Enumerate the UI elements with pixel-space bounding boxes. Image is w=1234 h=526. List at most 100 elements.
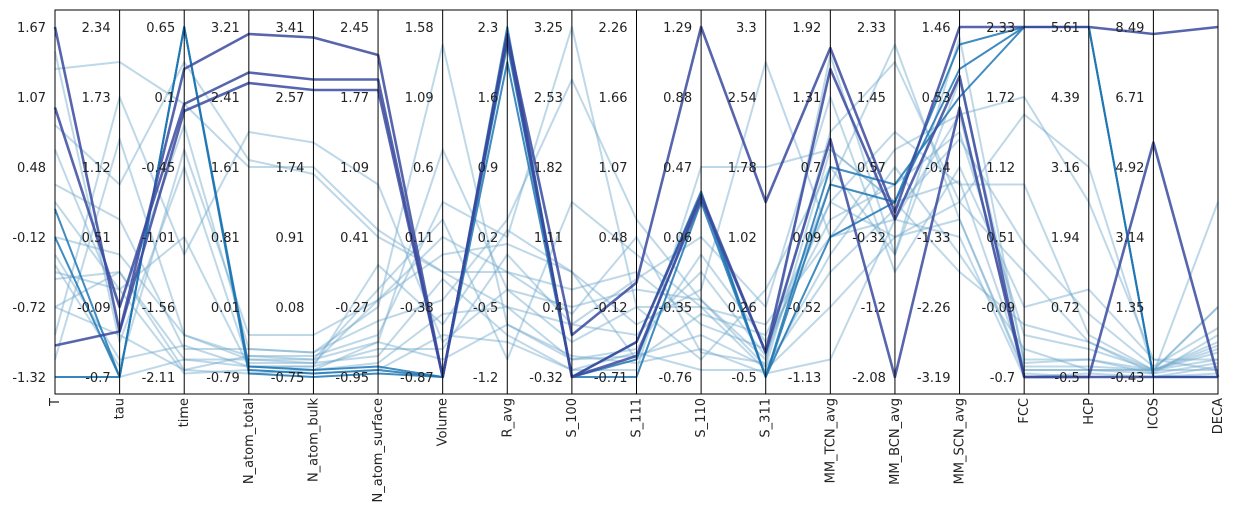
tick-label: 1.66: [599, 91, 628, 106]
tick-label: 0.88: [663, 91, 692, 106]
tick-label: -0.87: [400, 371, 434, 386]
tick-label: 2.34: [82, 21, 111, 36]
axes: 1.67 1.07 0.48 -0.12 -0.72 -1.32 T 2.34 1.73 1.12…: [12, 10, 1226, 502]
tick-label: 3.3: [736, 21, 757, 36]
tick-label: 0.1: [155, 91, 176, 106]
tick-label: 1.35: [1115, 301, 1144, 316]
tick-label: 2.3: [478, 21, 499, 36]
tick-label: 0.4: [542, 301, 563, 316]
axis-label: S_111: [630, 398, 645, 438]
tick-label: 1.72: [986, 91, 1015, 106]
tick-label: -1.2: [861, 301, 886, 316]
tick-label: 0.81: [211, 231, 240, 246]
tick-label: 1.12: [986, 161, 1015, 176]
tick-label: 1.45: [857, 91, 886, 106]
tick-label: 3.16: [1051, 161, 1080, 176]
tick-label: 2.33: [986, 21, 1015, 36]
axis-label: HCP: [1082, 398, 1097, 425]
tick-label: -0.5: [473, 301, 498, 316]
tick-label: 1.94: [1051, 231, 1080, 246]
tick-label: -0.79: [206, 371, 240, 386]
tick-label: 3.41: [275, 21, 304, 36]
tick-label: 0.91: [275, 231, 304, 246]
tick-label: 0.48: [599, 231, 628, 246]
tick-label: 0.09: [792, 231, 821, 246]
tick-label: 1.61: [211, 161, 240, 176]
tick-label: 1.58: [405, 21, 434, 36]
tick-label: 1.29: [663, 21, 692, 36]
axis-label: MM_SCN_avg: [953, 398, 968, 484]
tick-label: -0.12: [12, 231, 46, 246]
tick-label: 1.6: [478, 91, 499, 106]
tick-label: -0.75: [271, 371, 305, 386]
tick-label: 0.72: [1051, 301, 1080, 316]
tick-label: -0.4: [925, 161, 950, 176]
axis-label: N_atom_bulk: [306, 398, 321, 483]
plot-frame: [54, 9, 1219, 395]
tick-label: 0.51: [986, 231, 1015, 246]
tick-label: 0.06: [663, 231, 692, 246]
tick-label: -0.72: [12, 301, 46, 316]
tick-label: 0.6: [413, 161, 434, 176]
axis-label: DECA: [1211, 398, 1226, 434]
tick-label: 1.11: [534, 231, 563, 246]
tick-label: -2.08: [852, 371, 886, 386]
axis-label: S_100: [565, 398, 580, 438]
tick-label: 2.57: [275, 91, 304, 106]
tick-label: 0.65: [146, 21, 175, 36]
tick-label: 0.26: [728, 301, 757, 316]
tick-label: 1.12: [82, 161, 111, 176]
tick-label: 2.41: [211, 91, 240, 106]
tick-label: 0.9: [478, 161, 499, 176]
tick-label: 0.01: [211, 301, 240, 316]
tick-label: -0.32: [529, 371, 563, 386]
axis-label: S_311: [759, 398, 774, 438]
tick-label: 1.73: [82, 91, 111, 106]
tick-label: 2.53: [534, 91, 563, 106]
axis-label: T: [48, 398, 63, 407]
tick-label: 1.78: [728, 161, 757, 176]
tick-label: 0.2: [478, 231, 499, 246]
tick-label: 0.53: [922, 91, 951, 106]
tick-label: 3.21: [211, 21, 240, 36]
tick-label: -0.32: [852, 231, 886, 246]
tick-label: -0.35: [658, 301, 692, 316]
tick-label: -2.11: [142, 371, 176, 386]
tick-label: -0.5: [731, 371, 756, 386]
tick-label: -1.01: [142, 231, 176, 246]
tick-label: 4.92: [1115, 161, 1144, 176]
tick-label: 8.49: [1115, 21, 1144, 36]
tick-label: 1.02: [728, 231, 757, 246]
tick-label: 2.54: [728, 91, 757, 106]
tick-label: 6.71: [1115, 91, 1144, 106]
tick-label: 0.7: [801, 161, 822, 176]
axis-label: R_avg: [500, 398, 515, 437]
axis-label: ICOS: [1146, 398, 1161, 429]
tick-label: 0.51: [82, 231, 111, 246]
tick-label: 1.07: [17, 91, 46, 106]
axis-label: FCC: [1017, 398, 1032, 424]
tick-label: 2.45: [340, 21, 369, 36]
tick-label: -0.09: [982, 301, 1016, 316]
tick-label: -0.7: [990, 371, 1015, 386]
tick-label: 5.61: [1051, 21, 1080, 36]
tick-label: 0.11: [405, 231, 434, 246]
tick-label: -0.43: [1111, 371, 1145, 386]
tick-label: -0.5: [1054, 371, 1079, 386]
tick-label: -0.76: [658, 371, 692, 386]
tick-label: 1.09: [340, 161, 369, 176]
tick-label: 3.25: [534, 21, 563, 36]
tick-label: -2.26: [917, 301, 951, 316]
axis-label: S_110: [694, 398, 709, 438]
tick-label: 1.77: [340, 91, 369, 106]
tick-label: 1.09: [405, 91, 434, 106]
axis-label: N_atom_surface: [371, 398, 386, 502]
tick-label: 4.39: [1051, 91, 1080, 106]
tick-label: -1.13: [788, 371, 822, 386]
tick-label: 2.26: [599, 21, 628, 36]
tick-label: 1.46: [922, 21, 951, 36]
axis-label: Volume: [436, 398, 451, 446]
tick-label: -0.52: [788, 301, 822, 316]
tick-label: -0.95: [335, 371, 369, 386]
axis-label: MM_BCN_avg: [888, 398, 903, 485]
